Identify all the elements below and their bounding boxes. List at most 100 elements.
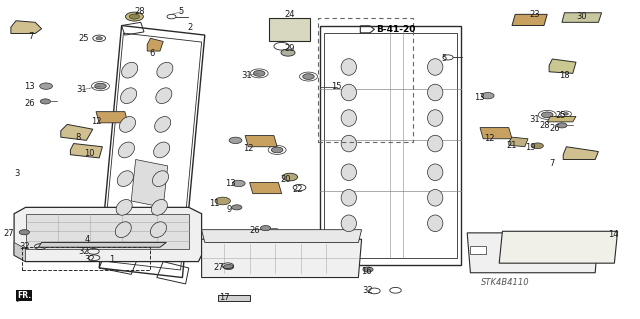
Ellipse shape	[155, 116, 171, 132]
Text: 26: 26	[549, 124, 559, 133]
Text: 31: 31	[76, 85, 86, 94]
Circle shape	[557, 123, 567, 128]
Polygon shape	[547, 116, 576, 122]
Polygon shape	[245, 136, 277, 147]
Ellipse shape	[151, 199, 168, 215]
Text: 32: 32	[19, 242, 29, 251]
Text: 29: 29	[284, 44, 294, 53]
Ellipse shape	[120, 88, 137, 104]
Polygon shape	[250, 182, 282, 194]
Ellipse shape	[428, 215, 443, 232]
Polygon shape	[61, 124, 93, 140]
Text: 12: 12	[243, 144, 253, 153]
Polygon shape	[14, 207, 202, 262]
Bar	[318, 18, 413, 142]
Ellipse shape	[341, 84, 356, 101]
Ellipse shape	[341, 135, 356, 152]
Polygon shape	[147, 38, 163, 51]
Polygon shape	[512, 14, 547, 26]
Polygon shape	[563, 147, 598, 160]
Text: 16: 16	[361, 267, 371, 276]
Ellipse shape	[341, 164, 356, 181]
Text: 31: 31	[241, 71, 252, 80]
Ellipse shape	[150, 222, 166, 238]
Text: 2: 2	[188, 23, 193, 32]
Ellipse shape	[341, 59, 356, 75]
Circle shape	[40, 83, 52, 89]
Circle shape	[532, 143, 543, 149]
Text: 5: 5	[442, 54, 447, 63]
Text: 13: 13	[225, 179, 236, 188]
Circle shape	[481, 93, 494, 99]
Text: 18: 18	[559, 71, 570, 80]
Text: 21: 21	[506, 141, 516, 150]
Circle shape	[125, 12, 143, 21]
Text: STK4B4110: STK4B4110	[481, 278, 530, 287]
Circle shape	[40, 99, 51, 104]
Circle shape	[229, 137, 242, 144]
Text: 13: 13	[474, 93, 484, 102]
Circle shape	[563, 113, 568, 115]
Text: 27: 27	[3, 229, 13, 238]
Circle shape	[95, 83, 106, 89]
Polygon shape	[480, 128, 512, 139]
Text: 32: 32	[78, 247, 88, 256]
Ellipse shape	[341, 189, 356, 206]
Polygon shape	[470, 246, 486, 254]
Ellipse shape	[341, 215, 356, 232]
Circle shape	[232, 205, 242, 210]
Ellipse shape	[428, 164, 443, 181]
Polygon shape	[218, 295, 250, 301]
Circle shape	[232, 180, 245, 187]
Text: 6: 6	[149, 49, 154, 58]
Text: 23: 23	[530, 11, 540, 19]
Text: 30: 30	[576, 12, 586, 21]
Text: 26: 26	[24, 99, 35, 108]
Text: 22: 22	[292, 185, 303, 194]
Text: 28: 28	[134, 7, 145, 16]
Text: 9: 9	[227, 205, 232, 214]
Text: 1: 1	[109, 255, 115, 263]
Circle shape	[96, 37, 102, 40]
Text: 14: 14	[608, 230, 618, 239]
Polygon shape	[570, 246, 598, 254]
Ellipse shape	[154, 142, 170, 158]
Ellipse shape	[120, 116, 136, 132]
Polygon shape	[14, 242, 26, 262]
Circle shape	[363, 267, 373, 272]
Circle shape	[19, 230, 29, 235]
Circle shape	[253, 70, 265, 76]
Circle shape	[129, 14, 140, 19]
Text: 5: 5	[179, 7, 184, 16]
Text: 26: 26	[250, 226, 260, 235]
Text: 17: 17	[220, 293, 230, 302]
Polygon shape	[131, 160, 168, 207]
Text: 8: 8	[76, 133, 81, 142]
Text: 15: 15	[331, 82, 341, 91]
Text: 12: 12	[484, 134, 494, 143]
Polygon shape	[202, 239, 362, 278]
Text: B-41-20: B-41-20	[376, 25, 416, 34]
Circle shape	[215, 197, 230, 205]
Circle shape	[260, 226, 271, 231]
Ellipse shape	[115, 222, 131, 238]
Text: 32: 32	[362, 286, 372, 295]
Circle shape	[303, 74, 314, 79]
Text: FR.: FR.	[17, 291, 31, 300]
Text: 27: 27	[214, 263, 224, 272]
Polygon shape	[11, 21, 42, 33]
Ellipse shape	[428, 59, 443, 75]
Text: 20: 20	[281, 175, 291, 184]
Text: 7: 7	[28, 32, 33, 41]
Polygon shape	[70, 144, 102, 158]
Text: 3: 3	[15, 169, 20, 178]
Circle shape	[282, 173, 298, 181]
Polygon shape	[38, 242, 166, 247]
Circle shape	[223, 264, 234, 270]
Polygon shape	[467, 233, 598, 273]
Text: 12: 12	[91, 117, 101, 126]
Ellipse shape	[152, 171, 168, 187]
Ellipse shape	[122, 62, 138, 78]
Ellipse shape	[428, 189, 443, 206]
Text: 13: 13	[24, 82, 35, 91]
